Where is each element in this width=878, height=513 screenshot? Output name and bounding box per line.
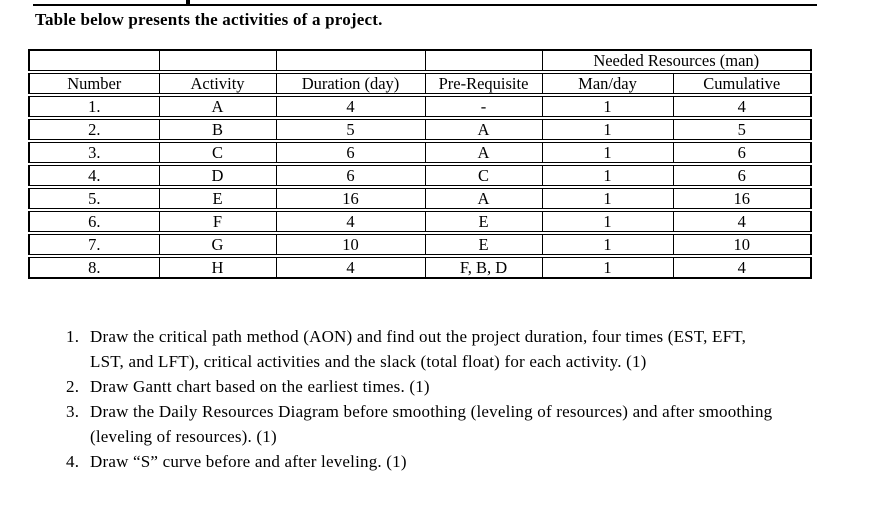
empty-cell: [424, 49, 543, 73]
cell-prerequisite: E: [424, 208, 543, 234]
question-text: Draw “S” curve before and after leveling…: [90, 452, 407, 471]
column-header-activity: Activity: [158, 70, 277, 96]
column-header-cumulative: Cumulative: [672, 70, 812, 96]
cell-duration: 4: [275, 208, 426, 234]
list-item: 3. Draw the Daily Resources Diagram befo…: [66, 399, 780, 449]
cell-number: 7.: [28, 231, 160, 257]
cell-cumulative: 6: [672, 162, 812, 188]
cutoff-text-fragment: [186, 0, 190, 4]
cell-duration: 6: [275, 139, 426, 165]
cell-number: 8.: [28, 254, 160, 279]
cell-cumulative: 4: [672, 208, 812, 234]
column-header-number: Number: [28, 70, 160, 96]
cell-duration: 4: [275, 93, 426, 119]
cell-man-day: 1: [541, 116, 674, 142]
cell-activity: C: [158, 139, 277, 165]
cell-number: 3.: [28, 139, 160, 165]
cell-prerequisite: A: [424, 139, 543, 165]
cell-number: 6.: [28, 208, 160, 234]
cell-cumulative: 5: [672, 116, 812, 142]
column-header-prerequisite: Pre-Requisite: [424, 70, 543, 96]
cell-prerequisite: A: [424, 185, 543, 211]
table-header-row: Number Activity Duration (day) Pre-Requi…: [28, 70, 812, 96]
cell-duration: 5: [275, 116, 426, 142]
cell-duration: 4: [275, 254, 426, 279]
column-header-man-day: Man/day: [541, 70, 674, 96]
cell-activity: E: [158, 185, 277, 211]
cell-number: 1.: [28, 93, 160, 119]
cell-activity: B: [158, 116, 277, 142]
group-header-needed-resources: Needed Resources (man): [541, 49, 812, 73]
table-row: 3. C 6 A 1 6: [28, 139, 812, 165]
table-row: 4. D 6 C 1 6: [28, 162, 812, 188]
table-row: 8. H 4 F, B, D 1 4: [28, 254, 812, 279]
table-row: 2. B 5 A 1 5: [28, 116, 812, 142]
cell-number: 5.: [28, 185, 160, 211]
cell-man-day: 1: [541, 162, 674, 188]
cell-activity: H: [158, 254, 277, 279]
table-row: 5. E 16 A 1 16: [28, 185, 812, 211]
cell-activity: A: [158, 93, 277, 119]
list-item: 1. Draw the critical path method (AON) a…: [66, 324, 780, 374]
question-number: 3.: [66, 402, 80, 421]
question-text: Draw the Daily Resources Diagram before …: [90, 402, 773, 446]
question-number: 2.: [66, 377, 80, 396]
cell-activity: D: [158, 162, 277, 188]
table-row: 6. F 4 E 1 4: [28, 208, 812, 234]
cell-cumulative: 10: [672, 231, 812, 257]
column-header-duration: Duration (day): [275, 70, 426, 96]
cell-duration: 16: [275, 185, 426, 211]
empty-cell: [158, 49, 277, 73]
cell-man-day: 1: [541, 208, 674, 234]
cell-cumulative: 4: [672, 93, 812, 119]
cell-prerequisite: F, B, D: [424, 254, 543, 279]
cell-man-day: 1: [541, 185, 674, 211]
cell-prerequisite: E: [424, 231, 543, 257]
activities-table: Needed Resources (man) Number Activity D…: [28, 49, 812, 279]
cell-duration: 6: [275, 162, 426, 188]
cell-man-day: 1: [541, 254, 674, 279]
questions-list: 1. Draw the critical path method (AON) a…: [66, 324, 780, 474]
question-text: Draw Gantt chart based on the earliest t…: [90, 377, 430, 396]
page-title: Table below presents the activities of a…: [35, 10, 383, 29]
list-item: 2. Draw Gantt chart based on the earlies…: [66, 374, 780, 399]
table-row: 1. A 4 - 1 4: [28, 93, 812, 119]
cell-activity: G: [158, 231, 277, 257]
cell-number: 2.: [28, 116, 160, 142]
empty-cell: [28, 49, 160, 73]
cell-cumulative: 4: [672, 254, 812, 279]
list-item: 4. Draw “S” curve before and after level…: [66, 449, 780, 474]
question-number: 1.: [66, 327, 80, 346]
cell-activity: F: [158, 208, 277, 234]
table-row: 7. G 10 E 1 10: [28, 231, 812, 257]
cell-man-day: 1: [541, 139, 674, 165]
question-number: 4.: [66, 452, 80, 471]
cell-man-day: 1: [541, 231, 674, 257]
cell-cumulative: 16: [672, 185, 812, 211]
cell-duration: 10: [275, 231, 426, 257]
empty-cell: [275, 49, 426, 73]
cell-prerequisite: A: [424, 116, 543, 142]
cell-number: 4.: [28, 162, 160, 188]
cell-prerequisite: -: [424, 93, 543, 119]
cell-cumulative: 6: [672, 139, 812, 165]
top-horizontal-rule: [33, 4, 817, 6]
table-group-header-row: Needed Resources (man): [28, 49, 812, 73]
question-text: Draw the critical path method (AON) and …: [90, 327, 747, 371]
cell-prerequisite: C: [424, 162, 543, 188]
cell-man-day: 1: [541, 93, 674, 119]
